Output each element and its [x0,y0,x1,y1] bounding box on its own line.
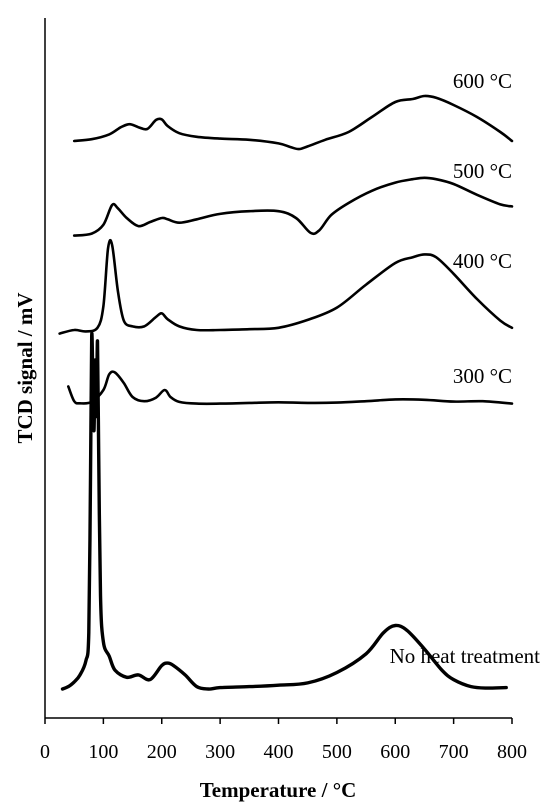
series-label-500-c: 500 °C [453,159,512,183]
series-label-400-c: 400 °C [453,249,512,273]
series-label-no-heat-treatment: No heat treatment [390,644,541,668]
curves [58,94,514,691]
series-line-500-c [72,176,514,237]
x-tick-label: 800 [497,741,527,763]
x-tick-label: 600 [380,741,410,763]
series-line-no-heat-treatment [60,331,508,691]
series-labels: 600 °C 500 °C 400 °C 300 °C No heat treatmen… [390,69,541,668]
series-line-400-c [58,238,514,335]
x-axis-title: Temperature / °C [200,778,357,802]
x-tick-label: 400 [264,741,294,763]
x-tick-label: 300 [205,741,235,763]
x-tick-label: 700 [439,741,469,763]
x-tick-label: 100 [88,741,118,763]
series-label-300-c: 300 °C [453,364,512,388]
series-line-300-c [67,370,514,406]
series-label-600-c: 600 °C [453,69,512,93]
axes: 0 100 200 300 400 500 600 700 800 [40,18,527,763]
y-axis-title: TCD signal / mV [13,292,37,443]
series-line-600-c [72,94,514,151]
x-tick-label: 500 [322,741,352,763]
x-tick-label: 0 [40,741,50,763]
x-ticks: 0 100 200 300 400 500 600 700 800 [40,718,527,763]
x-tick-label: 200 [147,741,177,763]
